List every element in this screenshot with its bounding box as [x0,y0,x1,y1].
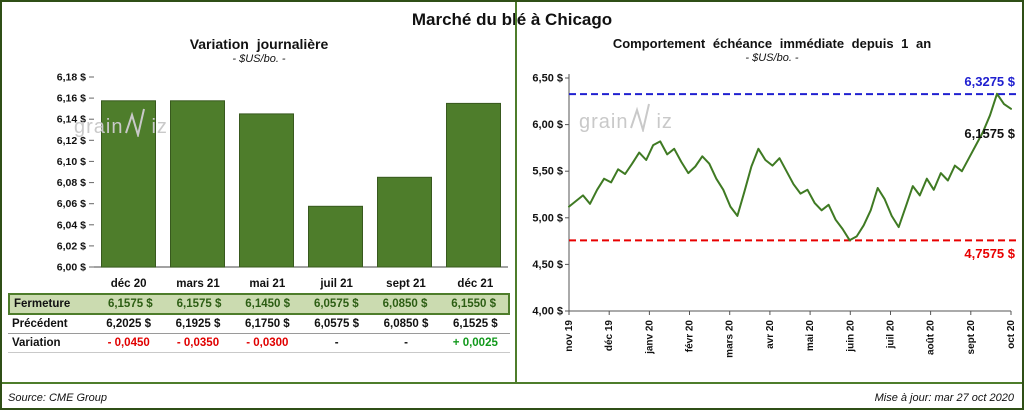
svg-text:6,08 $: 6,08 $ [57,177,86,189]
bar [170,100,225,268]
high-reference-label: 6,3275 $ [964,74,1015,89]
svg-text:6,00 $: 6,00 $ [532,119,563,131]
svg-text:févr 20: févr 20 [685,320,696,353]
line-chart-area: grain iz 4,00 $4,50 $5,00 $5,50 $6,00 $6… [523,66,1021,378]
svg-text:4,50 $: 4,50 $ [532,259,563,271]
table-cell: 6,1750 $ [244,318,290,330]
svg-text:mai 20: mai 20 [805,320,816,352]
table-row-variation: Variation - 0,0450 - 0,0350 - 0,0300 - -… [8,334,510,353]
table-cell: 6,1575 $ [107,298,153,310]
line-chart-title: Comportement échéance immédiate depuis 1… [612,36,932,51]
bar-chart-area: grain iz 6,00 $6,02 $6,04 $6,06 $6,08 $6… [8,67,510,273]
svg-text:5,50 $: 5,50 $ [532,166,563,178]
svg-text:6,02 $: 6,02 $ [57,240,86,252]
table-cell: 6,0850 $ [383,318,429,330]
bar [377,176,432,268]
svg-text:6,14 $: 6,14 $ [57,114,86,126]
front-month-panel: Comportement échéance immédiate depuis 1… [523,36,1021,378]
price-line [568,92,1012,242]
source-note: Source: CME Group [8,392,108,404]
table-cell: 6,1550 $ [451,298,497,310]
table-header-row: déc 20 mars 21 mai 21 juil 21 sept 21 dé… [8,274,510,293]
table-cell: 6,0575 $ [314,318,360,330]
table-row-fermeture: Fermeture 6,1575 $ 6,1575 $ 6,1450 $ 6,0… [8,293,510,315]
svg-text:5,00 $: 5,00 $ [532,212,563,224]
svg-text:6,10 $: 6,10 $ [57,156,86,168]
row-label: Variation [12,337,61,349]
bar [101,100,156,268]
table-cell: - [404,337,408,349]
svg-text:6,00 $: 6,00 $ [57,262,86,274]
bar [446,102,501,268]
last-price-label: 6,1575 $ [964,126,1015,141]
svg-text:6,50 $: 6,50 $ [532,73,563,85]
column-header: mars 21 [176,278,220,290]
low-reference-label: 4,7575 $ [964,246,1015,261]
svg-text:juil 20: juil 20 [886,320,897,350]
svg-text:nov 19: nov 19 [564,320,575,352]
bar-chart-title: Variation journalière [189,36,329,52]
column-header: sept 21 [386,278,426,290]
column-header: mai 21 [249,278,286,290]
column-header: déc 20 [110,278,147,290]
footer: Source: CME Group Mise à jour: mar 27 oc… [8,392,1014,404]
svg-text:6,04 $: 6,04 $ [57,219,86,231]
table-cell: 6,1450 $ [245,298,291,310]
svg-text:oct 20: oct 20 [1006,320,1017,349]
table-cell: 6,1925 $ [175,318,221,330]
table-cell: 6,0850 $ [382,298,428,310]
svg-text:août 20: août 20 [926,320,937,355]
svg-text:mars 20: mars 20 [725,320,736,358]
column-header: juil 21 [320,278,353,290]
table-cell: 6,1525 $ [452,318,498,330]
table-cell: 6,2025 $ [106,318,152,330]
svg-text:4,00 $: 4,00 $ [532,306,563,318]
svg-text:avr 20: avr 20 [765,320,776,349]
line-chart: 4,00 $ 4,50 $ 5,00 $ 5,50 $ 6,00 $ 6,50 $ nov … [532,73,1017,358]
table-cell: 6,1575 $ [176,298,222,310]
table-cell: 6,0575 $ [313,298,359,310]
bar-chart-subtitle: - $US/bo. - [232,53,286,65]
table-cell: - 0,0450 [107,337,150,349]
futures-table: déc 20 mars 21 mai 21 juil 21 sept 21 dé… [8,274,510,353]
page-title: Marché du blé à Chicago [411,10,613,29]
svg-text:6,12 $: 6,12 $ [57,135,86,147]
column-header: déc 21 [457,278,494,290]
row-label: Précédent [12,318,68,330]
svg-text:6,16 $: 6,16 $ [57,93,86,105]
daily-variation-panel: Variation journalière - $US/bo. - grain … [8,36,510,353]
bar [308,205,363,268]
bar [239,113,294,268]
svg-text:janv 20: janv 20 [644,320,655,355]
svg-text:sept 20: sept 20 [966,320,977,355]
footer-divider [2,382,1022,384]
table-cell: - [334,337,339,349]
line-chart-subtitle: - $US/bo. - [745,52,799,64]
header-spacer [8,281,94,287]
bar-chart: 6,00 $ 6,02 $ 6,04 $ 6,06 $ 6,08 $ 6,10 $ 6,12… [57,72,508,274]
svg-text:déc 19: déc 19 [604,320,615,352]
svg-text:juin 20: juin 20 [845,320,856,353]
table-cell: - 0,0300 [246,337,289,349]
updated-note: Mise à jour: mar 27 oct 2020 [874,392,1014,404]
svg-text:6,18 $: 6,18 $ [57,72,86,84]
row-label: Fermeture [14,298,71,310]
svg-text:6,06 $: 6,06 $ [57,198,86,210]
panel-divider [515,2,517,382]
table-cell: - 0,0350 [176,337,220,349]
table-row-precedent: Précédent 6,2025 $ 6,1925 $ 6,1750 $ 6,0… [8,315,510,334]
table-cell: + 0,0025 [452,337,498,349]
